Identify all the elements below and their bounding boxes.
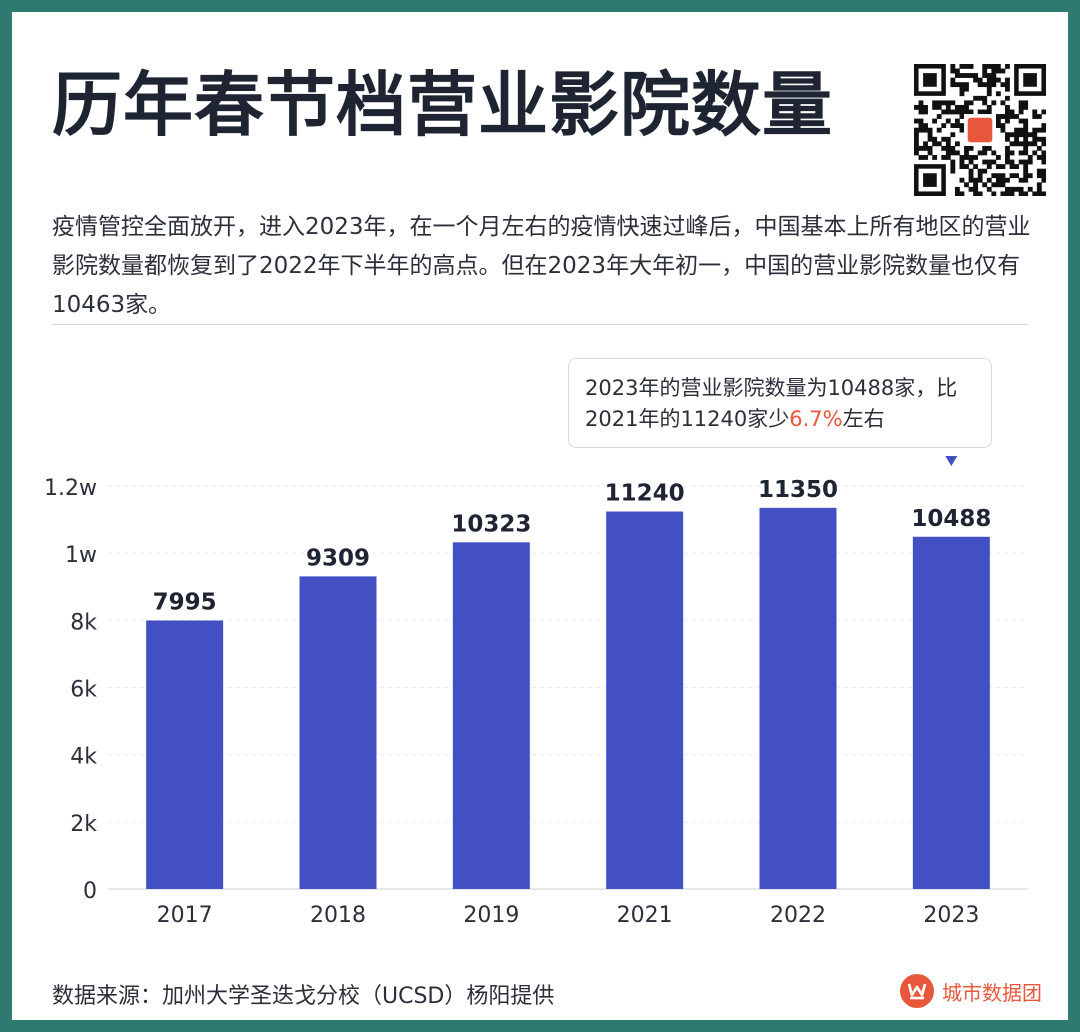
data-label-2022: 11350 xyxy=(758,477,838,503)
qr-code-icon xyxy=(914,64,1046,196)
source-note: 数据来源：加州大学圣迭戈分校（UCSD）杨阳提供 xyxy=(52,984,555,1009)
data-label-2021: 11240 xyxy=(605,481,685,507)
data-label-2018: 9309 xyxy=(306,545,370,571)
bar-2018 xyxy=(299,576,377,889)
y-tick-label: 8k xyxy=(70,610,97,635)
bar-2022 xyxy=(759,507,837,889)
x-tick-label-2023: 2023 xyxy=(923,903,979,928)
y-tick-label: 1w xyxy=(65,543,97,568)
y-tick-label: 2k xyxy=(70,812,97,837)
x-tick-label-2019: 2019 xyxy=(463,903,519,928)
y-tick-label: 0 xyxy=(83,879,97,904)
x-tick-label-2021: 2021 xyxy=(617,903,673,928)
bar-2021 xyxy=(606,511,684,889)
annotation-line-1: 2023年的营业影院数量为10488家，比 xyxy=(585,376,958,400)
x-tick-label-2022: 2022 xyxy=(770,903,826,928)
annotation-line-2-prefix: 2021年的11240家少 xyxy=(585,407,790,431)
brand-name: 城市数据团 xyxy=(942,980,1042,1005)
page-title: 历年春节档营业影院数量 xyxy=(52,64,833,146)
annotation-callout: 2023年的营业影院数量为10488家，比 2021年的11240家少6.7%左… xyxy=(568,358,992,448)
annotation-highlight: 6.7% xyxy=(789,407,843,431)
divider xyxy=(52,324,1028,325)
description-text: 疫情管控全面放开，进入2023年，在一个月左右的疫情快速过峰后，中国基本上所有地… xyxy=(52,214,1031,318)
data-label-2023: 10488 xyxy=(911,506,991,532)
data-label-2017: 7995 xyxy=(153,590,217,616)
bar-2019 xyxy=(452,542,530,889)
annotation-line-2-suffix: 左右 xyxy=(842,407,885,431)
city-data-logo-icon xyxy=(900,974,934,1008)
bar-2023 xyxy=(912,536,990,889)
bar-2017 xyxy=(146,620,224,889)
y-tick-label: 4k xyxy=(70,745,97,770)
annotation-pointer xyxy=(945,456,958,466)
y-tick-label: 6k xyxy=(70,678,97,703)
x-tick-label-2018: 2018 xyxy=(310,903,366,928)
data-label-2019: 10323 xyxy=(451,511,531,537)
y-tick-label: 1.2w xyxy=(44,476,97,501)
x-tick-label-2017: 2017 xyxy=(157,903,213,928)
brand: 城市数据团 xyxy=(900,974,1042,1008)
annotation-line-2: 2021年的11240家少6.7%左右 xyxy=(585,404,975,435)
